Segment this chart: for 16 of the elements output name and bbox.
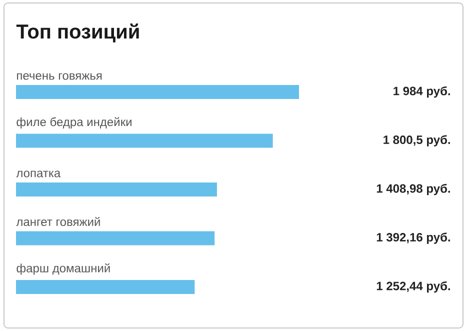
bar <box>16 280 195 294</box>
data-label: 1 408,98 руб. <box>376 184 450 196</box>
bar <box>16 182 217 196</box>
y-tick-label: печень говяжья <box>17 73 102 80</box>
y-tick-label: филе бедра индейки <box>16 117 132 129</box>
y-tick-label: фарш домашний <box>16 263 110 275</box>
data-label: 1 252,44 руб. <box>376 281 450 293</box>
bar <box>16 134 273 148</box>
chart-title: Топ позиций <box>16 24 139 42</box>
data-label: 1 800,5 руб. <box>384 135 450 146</box>
data-label: 1 392,16 руб. <box>376 232 450 244</box>
y-tick-label: лопатка <box>16 170 61 178</box>
bar <box>16 85 299 99</box>
data-label: 1 984 руб. <box>394 86 450 98</box>
bar <box>16 231 215 246</box>
y-tick-label: лангет говяжий <box>16 217 100 226</box>
